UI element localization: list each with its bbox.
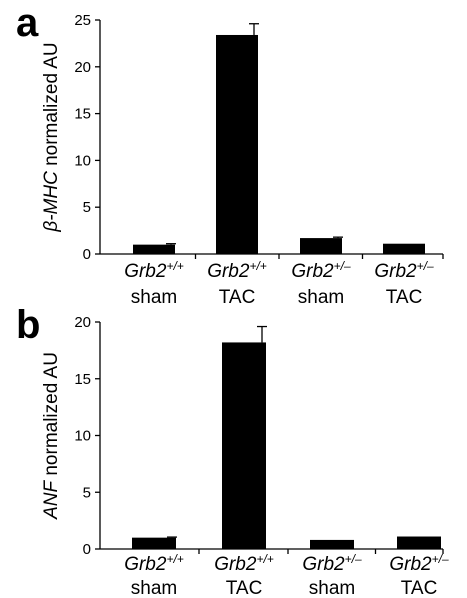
category-superscript: +/– <box>432 552 449 566</box>
category-superscript: +/+ <box>249 259 266 273</box>
category-label-genotype: Grb2+/+ <box>207 259 267 282</box>
category-superscript: +/– <box>345 552 362 566</box>
category-genotype: Grb2 <box>124 261 167 282</box>
y-axis-label-gene: β-MHC <box>41 171 62 233</box>
bar <box>132 537 176 549</box>
chart-panel-a: a0510152025Grb2+/+shamGrb2+/+TACGrb2+/–s… <box>16 1 444 308</box>
category-superscript: +/– <box>417 259 434 273</box>
y-tick-label: 15 <box>74 106 91 123</box>
y-tick-label: 5 <box>83 199 91 216</box>
category-genotype: Grb2 <box>302 554 345 575</box>
category-label-genotype: Grb2+/+ <box>214 552 274 575</box>
category-label-condition: TAC <box>226 578 263 598</box>
y-axis-label: ANF normalized AU <box>41 352 62 520</box>
y-tick-label: 0 <box>83 246 91 263</box>
category-genotype: Grb2 <box>291 261 334 282</box>
category-label-condition: TAC <box>386 287 423 308</box>
category-label-genotype: Grb2+/+ <box>124 259 184 282</box>
y-tick-label: 20 <box>74 314 91 331</box>
category-label-genotype: Grb2+/– <box>291 259 351 282</box>
category-label-condition: sham <box>309 578 355 598</box>
category-label-genotype: Grb2+/– <box>302 552 362 575</box>
bar <box>222 342 266 549</box>
y-tick-label: 5 <box>83 484 91 501</box>
chart-panel-b: b05101520Grb2+/+shamGrb2+/+TACGrb2+/–sha… <box>16 303 449 598</box>
y-tick-label: 15 <box>74 371 91 388</box>
category-label-genotype: Grb2+/– <box>389 552 449 575</box>
category-label-condition: sham <box>298 287 344 308</box>
y-axis-label-gene: ANF <box>41 480 62 520</box>
y-tick-label: 10 <box>74 428 91 445</box>
category-label-condition: sham <box>131 578 177 598</box>
y-axis-label-unit: normalized AU <box>41 352 62 481</box>
panel-letter: a <box>16 1 39 45</box>
category-genotype: Grb2 <box>389 554 432 575</box>
y-axis-label: β-MHC normalized AU <box>41 42 62 232</box>
category-superscript: +/+ <box>166 259 183 273</box>
bar <box>397 536 441 549</box>
bar <box>310 539 354 549</box>
category-label-condition: sham <box>131 287 177 308</box>
category-superscript: +/– <box>334 259 351 273</box>
y-axis-label-unit: normalized AU <box>41 42 62 171</box>
y-tick-label: 25 <box>74 12 91 29</box>
bar <box>300 238 342 254</box>
y-tick-label: 10 <box>74 152 91 169</box>
category-superscript: +/+ <box>256 552 273 566</box>
category-genotype: Grb2 <box>207 261 250 282</box>
category-label-genotype: Grb2+/+ <box>124 552 184 575</box>
bar <box>133 244 175 254</box>
category-label-condition: TAC <box>401 578 438 598</box>
bar <box>216 34 258 255</box>
y-tick-label: 20 <box>74 59 91 76</box>
panel-letter: b <box>16 303 40 347</box>
y-tick-label: 0 <box>83 541 91 558</box>
category-superscript: +/+ <box>166 552 183 566</box>
bar <box>383 243 425 254</box>
category-label-genotype: Grb2+/– <box>374 259 434 282</box>
category-genotype: Grb2 <box>374 261 417 282</box>
category-label-condition: TAC <box>219 287 256 308</box>
category-genotype: Grb2 <box>214 554 257 575</box>
category-genotype: Grb2 <box>124 554 167 575</box>
